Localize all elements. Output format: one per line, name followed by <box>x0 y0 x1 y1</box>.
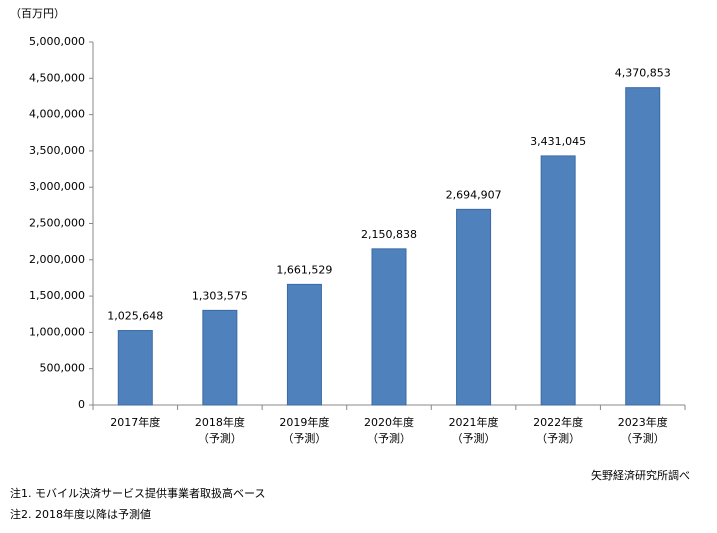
bar <box>540 155 576 406</box>
x-tick-label: 2020年度 <box>364 415 414 429</box>
x-tick-label: 2023年度 <box>618 415 668 429</box>
value-label: 4,370,853 <box>615 67 671 80</box>
value-label: 3,431,045 <box>530 135 586 148</box>
y-tick-label: 4,000,000 <box>29 108 85 121</box>
x-tick-label: （予測） <box>621 431 665 445</box>
note: 注1. モバイル決済サービス提供事業者取扱高ベース <box>10 486 265 500</box>
value-label: 2,150,838 <box>361 228 417 241</box>
x-tick-label: （予測） <box>452 431 496 445</box>
y-tick-label: 0 <box>78 398 85 411</box>
x-tick-label: 2022年度 <box>533 415 583 429</box>
bar <box>371 248 407 406</box>
y-tick-label: 3,000,000 <box>29 180 85 193</box>
x-tick-label: 2021年度 <box>449 415 499 429</box>
value-label: 1,025,648 <box>107 310 163 323</box>
bar <box>456 208 492 406</box>
x-tick-label: （予測） <box>367 431 411 445</box>
value-label: 1,303,575 <box>192 289 248 302</box>
y-axis-label: （百万円） <box>10 7 65 20</box>
bar <box>286 283 322 406</box>
x-tick-label: （予測） <box>536 431 580 445</box>
x-tick-label: 2018年度 <box>195 415 245 429</box>
value-label: 1,661,529 <box>276 263 332 276</box>
bar <box>117 330 153 406</box>
source: 矢野経済研究所調べ <box>591 468 690 482</box>
value-label: 2,694,907 <box>446 188 502 201</box>
bar <box>625 87 661 406</box>
y-tick-label: 1,500,000 <box>29 289 85 302</box>
x-tick-label: （予測） <box>282 431 326 445</box>
x-tick-label: 2017年度 <box>110 415 160 429</box>
y-tick-label: 3,500,000 <box>29 144 85 157</box>
x-tick-label: 2019年度 <box>279 415 329 429</box>
y-tick-label: 500,000 <box>40 362 86 375</box>
bar <box>202 309 238 406</box>
x-tick-label: （予測） <box>198 431 242 445</box>
y-tick-label: 5,000,000 <box>29 35 85 48</box>
y-tick-label: 2,500,000 <box>29 217 85 230</box>
y-tick-label: 1,000,000 <box>29 325 85 338</box>
y-tick-label: 4,500,000 <box>29 71 85 84</box>
y-tick-label: 2,000,000 <box>29 253 85 266</box>
note: 注2. 2018年度以降は予測値 <box>10 507 151 521</box>
